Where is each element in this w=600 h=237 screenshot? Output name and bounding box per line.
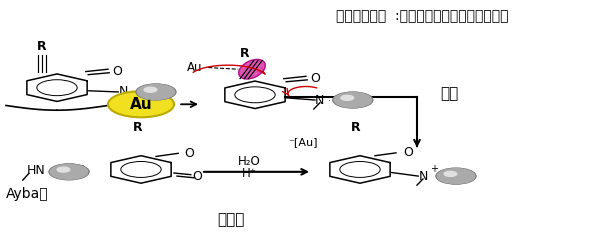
- Text: R: R: [239, 47, 249, 60]
- Text: N: N: [418, 170, 428, 182]
- Text: HN: HN: [26, 164, 46, 177]
- Text: +: +: [430, 164, 438, 174]
- Circle shape: [136, 84, 176, 100]
- Text: O: O: [184, 147, 194, 160]
- Text: O: O: [192, 170, 202, 183]
- Circle shape: [436, 168, 476, 184]
- Text: +: +: [74, 162, 92, 182]
- Circle shape: [136, 84, 176, 100]
- Text: アルキン部分  :金触媒によって活性化される: アルキン部分 :金触媒によって活性化される: [336, 9, 509, 23]
- Text: H₂O: H₂O: [238, 155, 260, 168]
- Text: O: O: [310, 72, 320, 85]
- Text: O: O: [403, 146, 413, 159]
- Circle shape: [341, 95, 353, 100]
- Text: R: R: [350, 121, 360, 134]
- Circle shape: [108, 91, 174, 117]
- Circle shape: [333, 92, 373, 108]
- Circle shape: [137, 85, 175, 99]
- Circle shape: [333, 92, 373, 108]
- Circle shape: [50, 164, 88, 179]
- Text: 脱保護: 脱保護: [217, 213, 245, 228]
- Circle shape: [437, 169, 475, 183]
- Circle shape: [57, 167, 70, 172]
- Circle shape: [49, 164, 89, 180]
- Text: N: N: [315, 94, 325, 106]
- Circle shape: [49, 164, 89, 180]
- Text: H⁺: H⁺: [242, 167, 256, 179]
- Text: N: N: [118, 86, 128, 98]
- Circle shape: [334, 93, 371, 107]
- Text: Au: Au: [187, 61, 203, 74]
- Text: Au: Au: [130, 97, 152, 112]
- Text: Ayba基: Ayba基: [6, 187, 49, 201]
- Text: ..: ..: [328, 93, 334, 103]
- Text: O: O: [112, 65, 122, 78]
- Text: 環化: 環化: [440, 86, 458, 101]
- Ellipse shape: [239, 59, 265, 79]
- Text: ⁻[Au]: ⁻[Au]: [288, 137, 318, 147]
- Text: R: R: [133, 121, 143, 134]
- Circle shape: [436, 168, 476, 184]
- Circle shape: [444, 171, 457, 176]
- Text: R: R: [37, 40, 47, 53]
- Circle shape: [144, 87, 157, 92]
